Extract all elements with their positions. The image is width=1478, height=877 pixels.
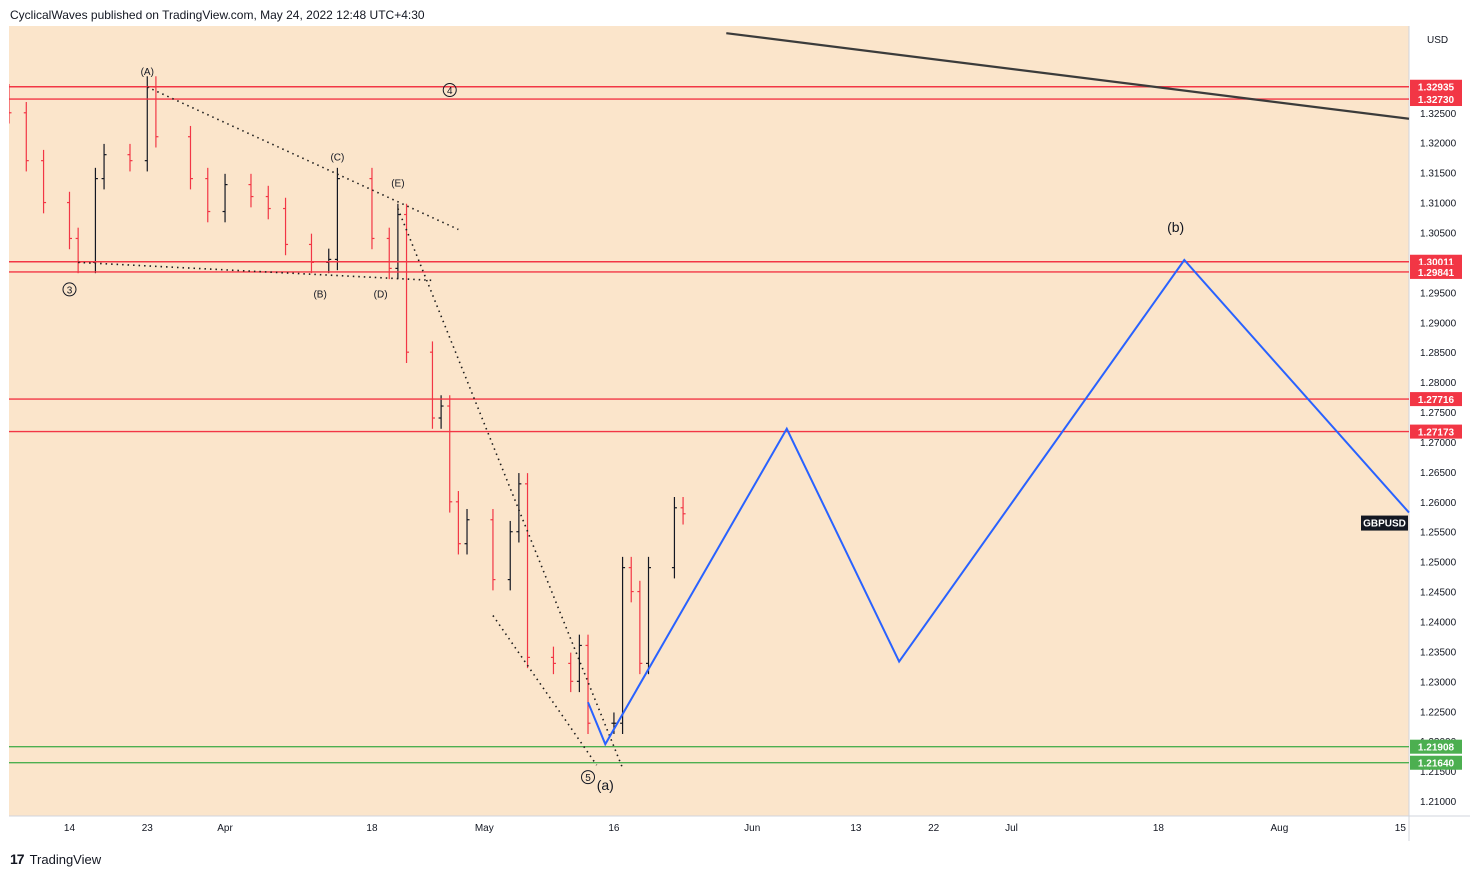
chart-frame[interactable]: (A) (B) (C) (D) (E) 3 4 5 (a) (b) USD 1.32500 1.320… [6,26,1470,841]
y-tick-label: 1.21500 [1420,767,1457,778]
x-tick-label: May [475,823,494,834]
wave-label-4: 4 [447,86,453,97]
wave-label-E: (E) [391,179,404,190]
time-axis-background [9,816,1470,841]
y-tick-label: 1.29500 [1420,288,1457,299]
x-tick-label: Jul [1005,823,1018,834]
x-tick-label: 22 [928,823,940,834]
level-tag-label: 1.21640 [1418,759,1455,770]
currency-label: USD [1427,35,1448,46]
x-tick-label: Jun [744,823,760,834]
level-tag [1410,739,1462,754]
wave-labels-layer: (A) (B) (C) (D) (E) 3 4 5 (a) (b) [62,67,1184,793]
y-tick-label: 1.23500 [1420,647,1457,658]
y-tick-label: 1.31500 [1420,169,1457,180]
symbol-tag [1361,515,1408,531]
projection-layer [587,258,1410,747]
wave-label-small-a: (a) [597,777,614,793]
publication-header: CyclicalWaves published on TradingView.c… [10,8,425,22]
y-tick-label: 1.25500 [1420,528,1457,539]
y-tick-label: 1.23000 [1420,677,1457,688]
level-tag-label: 1.21908 [1418,743,1455,754]
level-tag [1410,392,1462,407]
y-tick-label: 1.25000 [1420,558,1457,569]
tradingview-logo-icon: 17 [10,851,25,867]
y-tick-label: 1.28500 [1420,348,1457,359]
y-tick-label: 1.24000 [1420,617,1457,628]
footer-brand: TradingView [29,851,102,867]
price-chart[interactable]: (A) (B) (C) (D) (E) 3 4 5 (a) (b) USD 1.32500 1.320… [6,26,1470,841]
y-tick-label: 1.29000 [1420,318,1457,329]
symbol-tag-label: GBPUSD [1363,519,1406,530]
wave-label-A: (A) [141,67,154,78]
level-tag-label: 1.29841 [1418,268,1455,279]
wave-label-4-circle [442,83,457,98]
y-tick-label: 1.27000 [1420,438,1457,449]
wave-label-small-b: (b) [1167,219,1184,235]
time-axis: 14 23 Apr 18 May 16 Jun 13 22 Jul 18 Aug 15 [64,823,1406,834]
level-tag-label: 1.27716 [1418,395,1455,406]
level-tag [1410,755,1462,770]
x-tick-label: 15 [1395,823,1407,834]
level-tag [1410,424,1462,439]
price-axis-background [1409,26,1470,816]
y-tick-label: 1.27500 [1420,408,1457,419]
y-tick-label: 1.32500 [1420,109,1457,120]
x-tick-label: Apr [217,823,233,834]
plot-background [9,26,1409,816]
level-tag-label: 1.27173 [1418,428,1455,439]
wave-label-D: (D) [374,289,388,300]
y-tick-label: 1.24500 [1420,588,1457,599]
level-tag [1410,79,1462,94]
wave-label-5-circle [581,770,596,785]
level-tag-label: 1.32730 [1418,95,1455,106]
wave-label-3: 3 [67,285,73,296]
level-tag [1410,264,1462,279]
x-tick-label: 23 [142,823,154,834]
x-tick-label: 18 [1153,823,1165,834]
wave-label-B: (B) [313,289,326,300]
wave-label-5: 5 [585,773,591,784]
trendline-layer [78,32,1410,769]
x-tick-label: 13 [850,823,862,834]
y-tick-label: 1.21000 [1420,797,1457,808]
x-tick-label: 14 [64,823,76,834]
descending-trendline [726,32,1410,120]
wave-label-C: (C) [330,153,344,164]
wave-label-3-circle [62,282,77,297]
y-tick-label: 1.28000 [1420,378,1457,389]
level-tag-label: 1.32935 [1418,83,1455,94]
y-tick-label: 1.22500 [1420,707,1457,718]
y-tick-label: 1.26500 [1420,468,1457,479]
lower-wedge-line [78,261,433,282]
upper-wedge-line [146,86,459,231]
price-axis: USD 1.32500 1.32000 1.31500 1.31000 1.30500 1.… [1420,35,1457,808]
y-tick-label: 1.31000 [1420,199,1457,210]
footer: 17 TradingView [10,851,101,867]
y-tick-label: 1.32000 [1420,139,1457,150]
level-tag-label: 1.30011 [1418,258,1454,269]
level-tag [1410,92,1462,107]
projection-path [587,258,1410,747]
x-tick-label: 16 [608,823,620,834]
y-tick-label: 1.30500 [1420,228,1457,239]
x-tick-label: Aug [1270,823,1288,834]
x-tick-label: 18 [366,823,378,834]
y-tick-label: 1.26000 [1420,498,1457,509]
